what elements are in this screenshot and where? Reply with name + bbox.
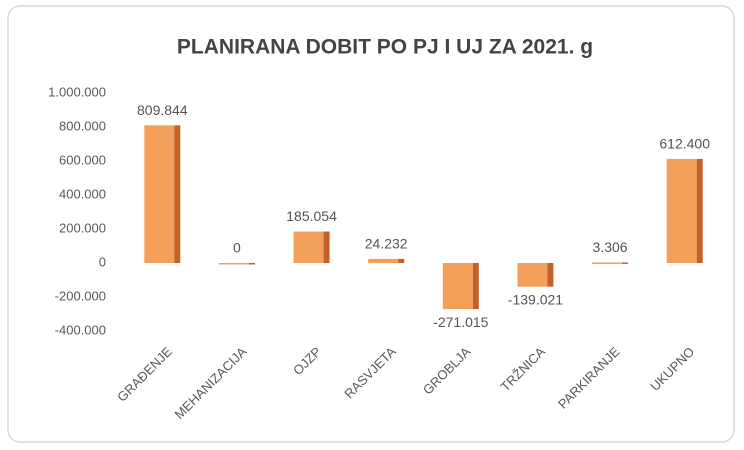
y-tick-label: 1.000.000: [48, 84, 106, 99]
bar: [293, 231, 330, 263]
bar-front: [293, 231, 324, 263]
y-tick-label: 400.000: [59, 186, 106, 201]
chart-title: PLANIRANA DOBIT PO PJ I UJ ZA 2021. g: [177, 36, 593, 59]
bar-side: [323, 231, 330, 263]
value-label: 612.400: [659, 136, 710, 152]
y-tick-label: 200.000: [59, 220, 106, 235]
bar: [517, 263, 554, 287]
bar-side: [174, 125, 181, 263]
bar-side: [472, 263, 479, 310]
bar-side: [622, 262, 629, 264]
bar-side: [696, 158, 703, 263]
bar-front: [368, 258, 399, 263]
value-label: 809.844: [137, 102, 188, 118]
bar-front: [517, 263, 548, 287]
value-label: -139.021: [508, 291, 563, 307]
bar: [218, 263, 255, 265]
bar-front: [666, 158, 697, 263]
bar-front: [144, 125, 175, 263]
value-label: 185.054: [286, 208, 337, 224]
bar: [442, 263, 479, 310]
bar-side: [398, 258, 405, 263]
value-label: 3.306: [593, 239, 628, 255]
y-tick-label: 600.000: [59, 152, 106, 167]
y-tick-label: -400.000: [55, 322, 106, 337]
bar: [592, 262, 629, 264]
chart-frame: [7, 5, 735, 443]
y-tick-label: -200.000: [55, 288, 106, 303]
value-label: 0: [233, 240, 241, 256]
bar: [368, 258, 405, 263]
y-tick-label: 0: [99, 254, 106, 269]
bar-front: [442, 263, 473, 310]
bar: [666, 158, 703, 263]
bar: [144, 125, 181, 263]
bar-side: [248, 263, 255, 265]
bar-side: [547, 263, 554, 287]
value-label: -271.015: [433, 314, 488, 330]
y-tick-label: 800.000: [59, 118, 106, 133]
bar-front: [592, 262, 623, 264]
bar-front: [218, 263, 249, 265]
value-label: 24.232: [365, 236, 408, 252]
